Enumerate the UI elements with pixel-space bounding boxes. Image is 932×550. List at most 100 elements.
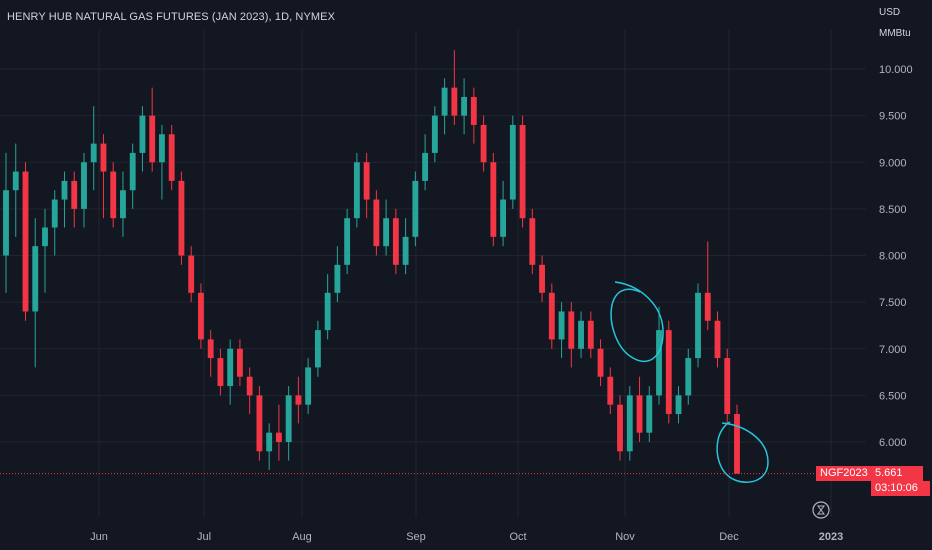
candle <box>704 241 711 331</box>
grid <box>0 30 866 517</box>
candle-body <box>207 339 214 359</box>
candle <box>12 143 19 237</box>
candle-body <box>266 432 273 452</box>
candle <box>353 152 360 228</box>
candle-body <box>665 330 672 415</box>
candle-body <box>422 152 429 181</box>
x-tick-label: Jul <box>197 531 211 543</box>
candle <box>714 311 721 368</box>
candle-body <box>149 115 156 163</box>
candle-body <box>139 115 146 153</box>
candle <box>275 404 282 461</box>
candle-body <box>626 395 633 452</box>
candle-body <box>392 218 399 265</box>
candle <box>324 274 331 340</box>
candle-body <box>558 311 565 340</box>
candle-body <box>42 227 48 247</box>
candle-body <box>363 162 370 200</box>
candle <box>392 208 399 275</box>
candle-body <box>480 124 487 163</box>
candle <box>470 87 477 144</box>
candle-body <box>695 292 701 359</box>
y-tick-label: 8.000 <box>879 251 907 263</box>
candle <box>42 208 48 293</box>
candle <box>217 348 224 396</box>
y-tick-label: 8.500 <box>879 204 907 216</box>
candle <box>139 106 146 172</box>
candle <box>3 152 9 293</box>
countdown-badge: 03:10:06 <box>871 480 930 496</box>
candle <box>256 386 263 461</box>
candle <box>422 134 429 191</box>
candle-body <box>198 292 204 340</box>
candle <box>695 283 701 368</box>
candle-body <box>685 358 692 396</box>
candle <box>71 171 78 228</box>
candle <box>100 134 107 219</box>
candle-body <box>353 162 360 219</box>
candle-body <box>529 218 536 265</box>
annotation-circle <box>716 421 769 483</box>
candle-body <box>32 246 39 312</box>
candle <box>344 208 351 275</box>
currency-label: USD <box>879 7 901 18</box>
candle <box>236 339 243 387</box>
candle <box>129 143 136 209</box>
candle-body <box>646 395 653 433</box>
candle <box>626 386 633 461</box>
candle <box>120 171 126 237</box>
candle <box>178 171 185 265</box>
candle <box>198 283 204 349</box>
clock-outline <box>812 501 830 519</box>
y-tick-label: 6.500 <box>879 390 907 402</box>
candle <box>285 386 292 461</box>
candle <box>675 386 682 424</box>
candle-body <box>734 414 740 474</box>
candle-body <box>509 124 516 200</box>
candle <box>529 208 536 275</box>
candle-body <box>295 395 302 405</box>
candle <box>519 115 526 228</box>
candle-body <box>168 134 175 181</box>
candle-body <box>12 171 19 191</box>
y-tick-label: 7.500 <box>879 297 907 309</box>
alarm-clock-icon[interactable] <box>812 501 830 519</box>
last-price-badge: 5.661 <box>871 465 923 481</box>
candle-body <box>285 395 292 442</box>
candle <box>480 115 487 172</box>
candle-body <box>129 152 136 191</box>
x-tick-label: Nov <box>615 531 635 543</box>
candle <box>636 376 643 442</box>
candle <box>734 404 740 474</box>
candle <box>617 395 623 461</box>
candle <box>412 171 419 247</box>
candle-body <box>470 96 477 125</box>
candle <box>207 330 214 377</box>
candle <box>607 367 614 415</box>
candle-body <box>539 264 545 293</box>
candle-body <box>324 292 331 331</box>
y-tick-label: 10.000 <box>879 64 913 76</box>
x-tick-label: Aug <box>292 531 312 543</box>
y-tick-label: 6.000 <box>879 437 907 449</box>
candle-body <box>120 190 126 219</box>
candle-body <box>500 199 507 237</box>
candle <box>665 320 672 424</box>
candle <box>568 302 575 368</box>
candle-body <box>636 395 643 433</box>
y-axis: 6.000 6.500 7.000 7.500 8.000 8.500 9.000 9.500… <box>879 64 913 449</box>
candle <box>227 339 234 405</box>
candle <box>266 423 273 470</box>
candle <box>168 124 175 191</box>
candle <box>656 306 662 405</box>
x-axis: Jun Jul Aug Sep Oct Nov Dec 2023 <box>90 531 843 543</box>
candle-body <box>256 395 263 452</box>
candle-body <box>656 330 662 396</box>
candle <box>509 115 516 209</box>
x-tick-label: Jun <box>90 531 108 543</box>
unit-label: MMBtu <box>879 28 911 39</box>
candle <box>490 152 497 247</box>
x-tick-label: Dec <box>719 531 739 543</box>
y-tick-label: 7.000 <box>879 344 907 356</box>
